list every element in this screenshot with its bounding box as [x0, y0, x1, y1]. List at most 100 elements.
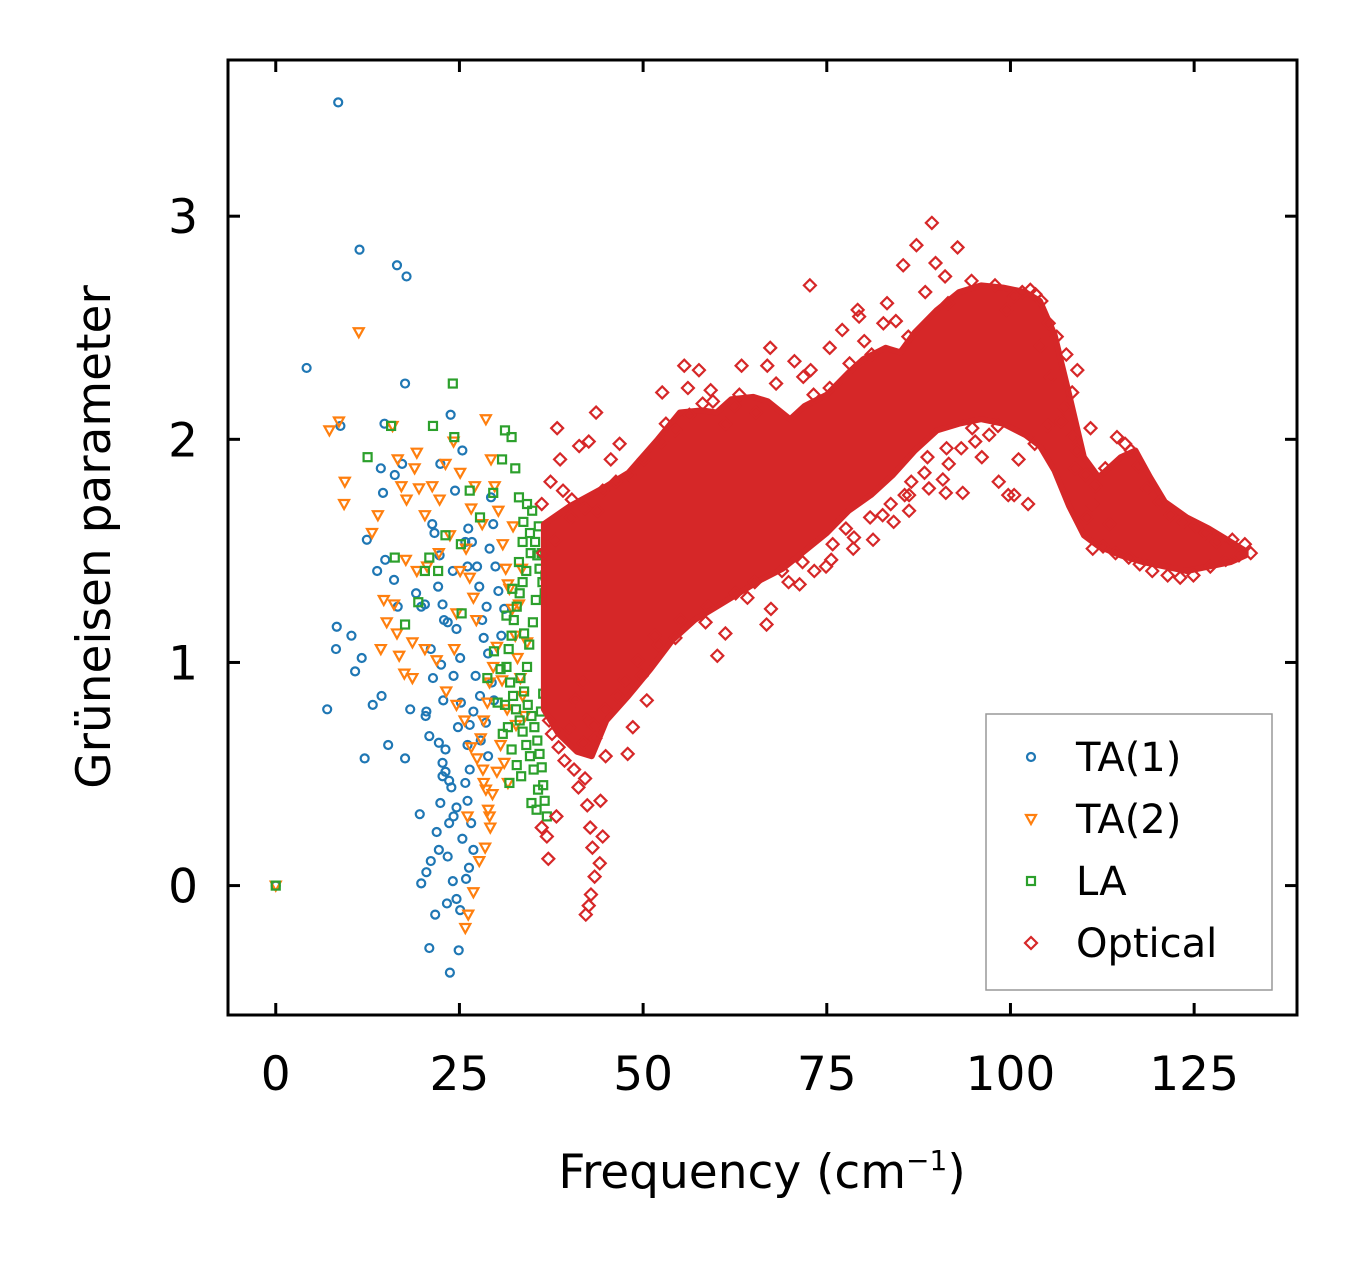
series-la-point [513, 556, 525, 568]
series-la-point [455, 539, 467, 550]
series-optical-point [540, 851, 556, 867]
series-la-point [518, 686, 530, 697]
x-tick-label: 100 [966, 1047, 1056, 1102]
series-optical-point [900, 329, 916, 345]
series-optical-point [1176, 514, 1192, 530]
series-optical-point [802, 277, 818, 293]
series-ta-1-point [466, 818, 477, 829]
series-optical-point [822, 340, 838, 356]
series-la-point [413, 597, 424, 608]
series-la-point [521, 565, 532, 577]
series-optical-point [888, 313, 904, 329]
series-optical-point [786, 353, 803, 369]
series-optical-point [639, 692, 655, 708]
series-optical-point [548, 532, 564, 548]
series-ta-1-point [405, 704, 416, 715]
series-optical-point [691, 362, 707, 378]
series-optical-point [1049, 329, 1065, 345]
series-la-point [511, 601, 522, 612]
series-optical-point [539, 828, 555, 845]
series-optical-point [967, 433, 983, 450]
series-ta-1-point [457, 445, 468, 456]
series-ta-1-point [361, 534, 372, 545]
series-optical-point [535, 545, 551, 561]
series-ta-1-point [433, 581, 444, 592]
series-ta-1-point [391, 260, 403, 271]
series-optical-point [1132, 556, 1148, 572]
series-optical-point [963, 273, 980, 289]
series-optical-point [709, 648, 725, 664]
series-ta-2-point [493, 739, 508, 753]
series-optical-point [1057, 400, 1073, 416]
series-ta-2-point [337, 476, 352, 489]
series-optical-point [1237, 536, 1253, 552]
series-optical-point [1139, 480, 1155, 496]
series-ta-1-point [457, 833, 468, 844]
series-optical-point [759, 358, 775, 374]
series-ta-2-point [478, 842, 493, 855]
series-la-point [532, 735, 543, 746]
series-ta-1-point [331, 621, 342, 632]
series-optical-point [731, 387, 747, 403]
series-optical-point [940, 295, 956, 311]
series-ta-1-point [438, 614, 450, 626]
plot-area [268, 97, 1259, 978]
series-optical-point [592, 793, 609, 809]
series-optical-point [862, 509, 878, 525]
series-optical-point [673, 612, 689, 628]
series-ta-2-point [479, 414, 493, 427]
series-ta-2-point [495, 539, 510, 552]
series-optical-point [579, 797, 595, 813]
series-optical-point [1144, 563, 1160, 579]
series-ta-2-point [476, 764, 490, 777]
series-optical-point [901, 487, 917, 503]
series-optical-point [938, 440, 955, 456]
series-optical-point [1064, 429, 1080, 445]
series-ta-2-point [409, 447, 424, 460]
series-optical-point [917, 284, 933, 300]
series-ta-2-point [432, 494, 447, 507]
series-ta-2-point [464, 742, 479, 755]
series-optical-point [734, 358, 750, 374]
series-optical-point [937, 268, 953, 284]
series-ta-2-point [425, 481, 440, 494]
series-optical-point [555, 483, 571, 499]
series-ta-1-point [451, 893, 462, 905]
series-optical-point [564, 492, 580, 508]
series-ta-2-point [453, 565, 468, 579]
series-ta-2-point [449, 608, 464, 621]
series-ta-1-point [375, 463, 386, 474]
series-ta-1-point [410, 588, 422, 599]
series-la-point [507, 690, 519, 702]
series-optical-point [924, 215, 940, 231]
series-ta-1-point [448, 670, 459, 681]
series-optical-point [726, 398, 742, 414]
series-la-point [526, 797, 537, 809]
series-ta-2-point [461, 909, 476, 922]
series-ta-1-point [433, 844, 444, 855]
series-ta-1-point [482, 751, 494, 762]
series-la-point [506, 744, 517, 755]
legend-marker-ta-2 [1024, 813, 1038, 827]
series-la-point [527, 617, 539, 628]
series-optical-point [1152, 494, 1168, 510]
series-ta-1-point [377, 487, 389, 498]
series-ta-1-point [455, 697, 467, 708]
series-la-point [504, 777, 515, 789]
axes-frame [226, 58, 1299, 1017]
series-ta-2-point [483, 822, 498, 835]
series-la-point [522, 699, 533, 710]
series-optical-point [739, 590, 755, 606]
series-optical-point [903, 474, 919, 490]
series-ta-1-point [389, 469, 400, 481]
series-optical-point [561, 719, 577, 735]
series-optical-point [1095, 538, 1111, 554]
series-ta-1-point [481, 601, 492, 612]
series-la-point [517, 536, 528, 548]
series-la-point [497, 728, 508, 739]
series-optical-point [1041, 315, 1057, 331]
series-optical-point [728, 585, 744, 601]
series-optical-point [838, 521, 854, 537]
series-optical-point [563, 509, 579, 525]
